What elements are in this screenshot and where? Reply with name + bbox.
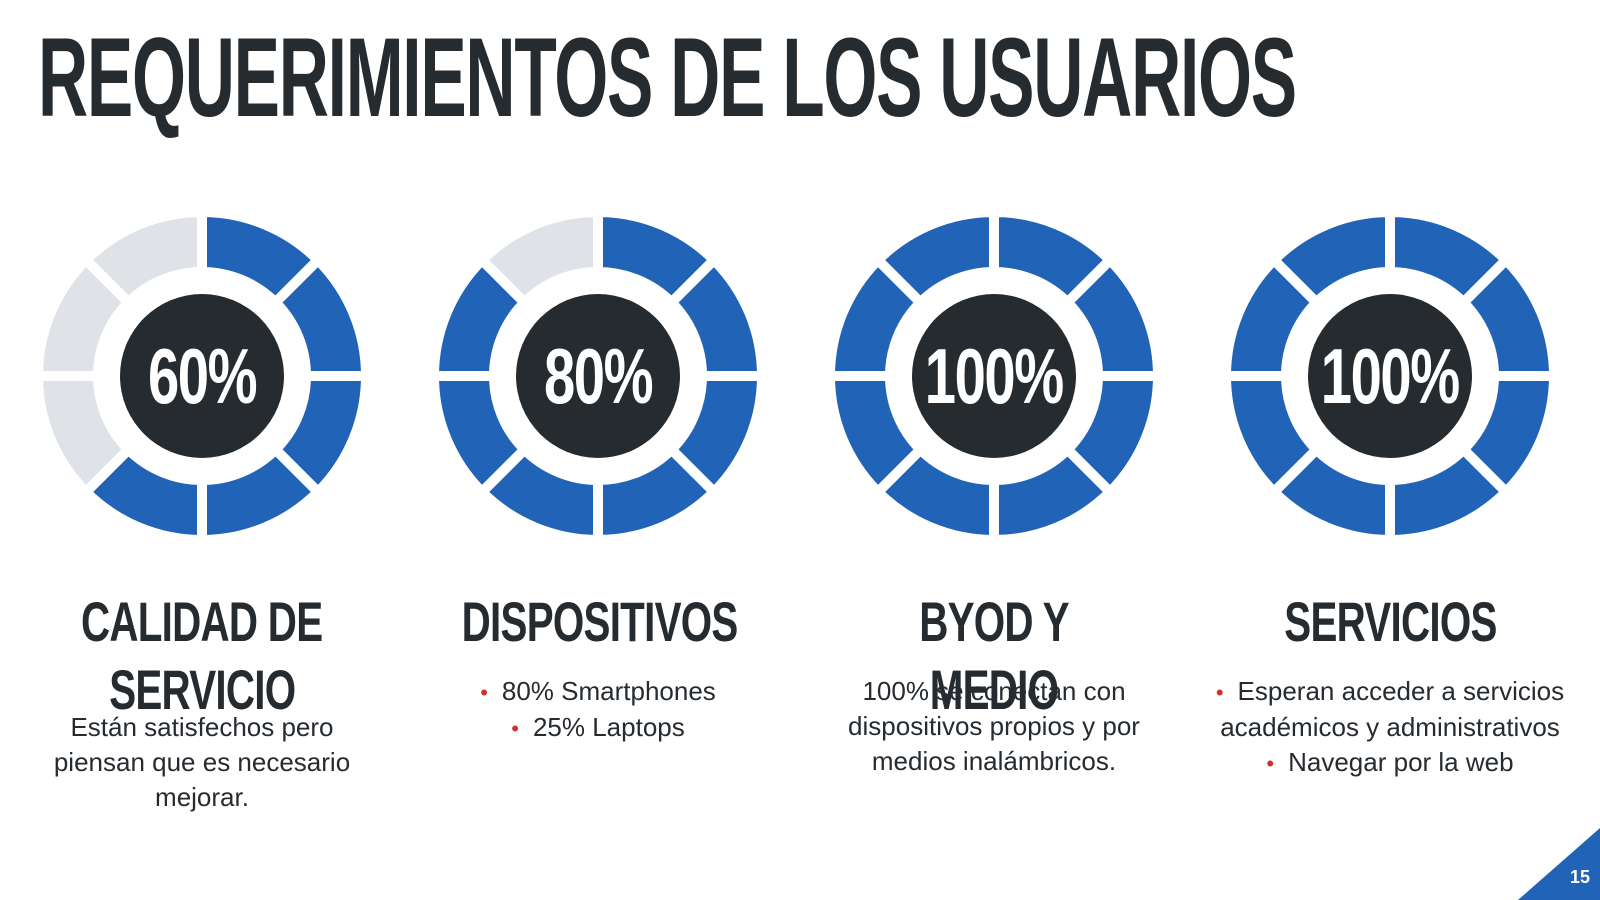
percent-label: 60%: [147, 331, 258, 420]
list-item: • Navegar por la web: [1266, 747, 1514, 777]
metric-heading-line: BYOD Y MEDIO: [919, 590, 1069, 721]
donut-chart: [432, 210, 764, 542]
metric-heading-line: DISPOSITIVOS: [461, 590, 739, 653]
percent-label: 100%: [925, 331, 1064, 420]
metric-heading: CALIDAD DE SERVICIO: [12, 588, 392, 724]
donut-segment-filled: [1266, 210, 1395, 310]
percent-label: 80%: [543, 331, 654, 420]
metric-bullet-list: • 80% Smartphones • 25% Laptops: [408, 674, 788, 746]
bullet-dot-icon: •: [480, 680, 488, 705]
bullet-dot-icon: •: [1215, 680, 1224, 705]
metric-heading-line: CALIDAD DE: [81, 590, 323, 653]
donut-segment-empty: [78, 210, 207, 310]
donut-svg: [432, 210, 764, 542]
slide-title: REQUERIMIENTOS DE LOS USUARIOS: [38, 15, 1297, 140]
donut-chart: [36, 210, 368, 542]
metric-description: Están satisfechos pero piensan que es ne…: [53, 712, 351, 812]
metric-heading: SERVICIOS: [1200, 588, 1580, 656]
donut-center: [1308, 294, 1472, 458]
list-item: • 80% Smartphones: [480, 676, 716, 706]
percent-label: 100%: [1321, 331, 1460, 420]
donut-svg: [36, 210, 368, 542]
page-number: 15: [1569, 867, 1590, 887]
donut-segment-filled: [870, 210, 999, 310]
metric-heading-line: SERVICIOS: [1283, 590, 1497, 653]
metric-heading: BYOD Y MEDIO: [804, 588, 1184, 724]
donut-chart: [1224, 210, 1556, 542]
list-item: • Esperan acceder a servicios académicos …: [1215, 676, 1565, 742]
metric-description: 100% se conectan con dispositivos propio…: [848, 676, 1140, 776]
bullet-dot-icon: •: [1266, 751, 1275, 776]
corner-triangle: [1518, 828, 1600, 900]
donut-svg: [1224, 210, 1556, 542]
list-item: • 25% Laptops: [511, 712, 685, 742]
donut-center: [120, 294, 284, 458]
metric-bullet-list: • Esperan acceder a servicios académicos …: [1200, 674, 1580, 781]
donut-svg: [828, 210, 1160, 542]
metric-heading-line: SERVICIO: [108, 658, 296, 721]
donut-center: [912, 294, 1076, 458]
bullet-dot-icon: •: [511, 716, 519, 741]
donut-center: [516, 294, 680, 458]
donut-chart: [828, 210, 1160, 542]
donut-segment-empty: [474, 210, 603, 310]
metric-heading: DISPOSITIVOS: [408, 588, 788, 656]
